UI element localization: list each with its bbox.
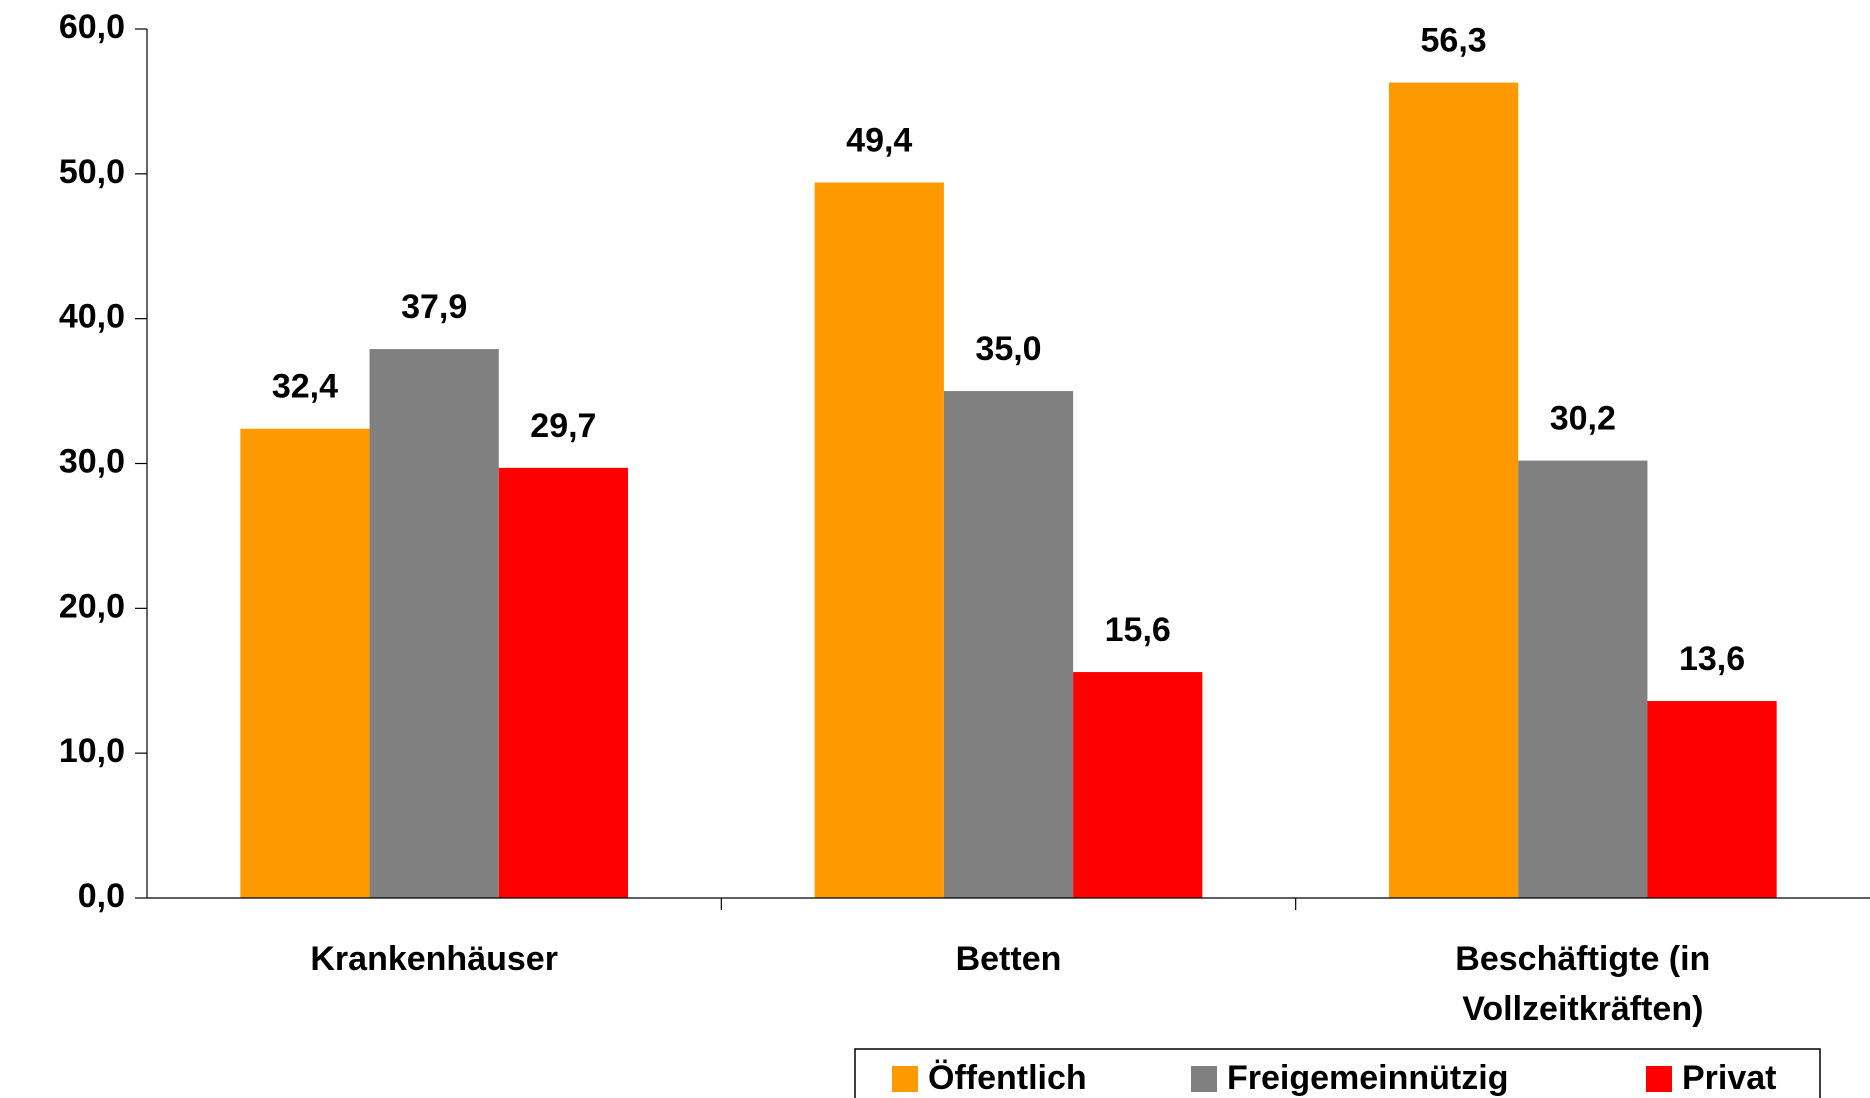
y-tick-label: 0,0 <box>78 877 125 915</box>
x-tick-label: Betten <box>955 940 1062 978</box>
x-tick-label: Beschäftigte (in Vollzeitkräften) <box>1455 940 1711 1028</box>
x-tick-label: Krankenhäuser <box>310 940 558 978</box>
legend-swatch <box>1191 1066 1217 1092</box>
data-label: 49,4 <box>846 122 912 160</box>
y-tick-label: 50,0 <box>59 153 125 191</box>
bar <box>498 467 629 898</box>
y-tick-label: 40,0 <box>59 298 125 336</box>
data-label: 32,4 <box>272 368 338 406</box>
y-tick-label: 10,0 <box>59 732 125 770</box>
bar <box>814 182 944 899</box>
legend-label: Privat <box>1682 1059 1777 1097</box>
y-tick-label: 20,0 <box>59 587 125 625</box>
data-label: 13,6 <box>1679 640 1745 678</box>
bar <box>240 428 370 898</box>
data-label: 29,7 <box>530 407 596 445</box>
y-tick-label: 60,0 <box>59 8 125 46</box>
data-label: 15,6 <box>1105 611 1171 649</box>
data-label: 30,2 <box>1550 400 1616 438</box>
bar <box>1073 672 1203 898</box>
bar <box>1647 701 1777 898</box>
bar <box>943 391 1074 898</box>
legend-swatch <box>892 1066 918 1092</box>
bar <box>1518 460 1648 898</box>
data-label: 37,9 <box>401 288 467 326</box>
data-label: 35,0 <box>975 330 1041 368</box>
data-label: 56,3 <box>1421 22 1487 60</box>
bar <box>1388 82 1519 899</box>
bar <box>369 349 499 898</box>
legend-label: Öffentlich <box>928 1059 1087 1097</box>
legend-swatch <box>1646 1066 1672 1092</box>
legend-label: Freigemeinnützig <box>1227 1059 1508 1097</box>
y-tick-label: 30,0 <box>59 442 125 480</box>
